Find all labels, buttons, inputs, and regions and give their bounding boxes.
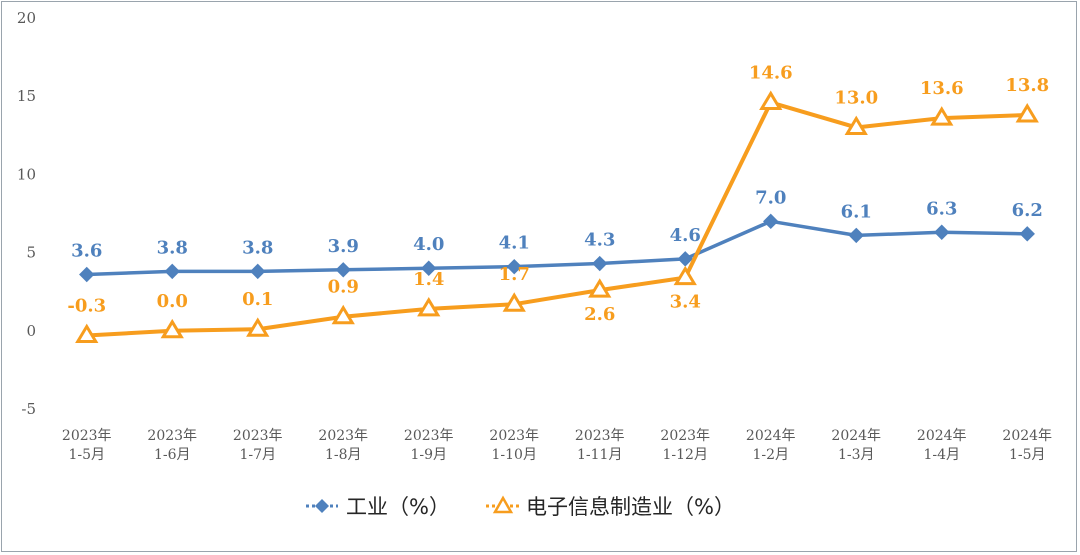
- series-2-point: [1015, 103, 1039, 123]
- series-2-point: [588, 278, 612, 298]
- legend-label: 工业（%）: [346, 495, 450, 519]
- series-1-data-label: 3.6: [71, 240, 102, 261]
- x-tick-label: 1-5月: [68, 447, 105, 463]
- series-1-point: [1019, 226, 1035, 242]
- series-1-data-label: 6.1: [841, 201, 872, 222]
- series-1-data-label: 3.9: [328, 236, 359, 257]
- series-2-data-label: 2.6: [584, 304, 615, 325]
- series-2-data-label: 0.9: [328, 277, 359, 298]
- series-1-data-label: 4.0: [413, 234, 444, 255]
- x-tick-label: 1-6月: [154, 447, 191, 463]
- series-2-data-label: 1.4: [413, 269, 444, 290]
- series-1-point: [164, 263, 180, 280]
- legend-label: 电子信息制造业（%）: [526, 495, 735, 519]
- data-labels: 3.6 3.8 3.8 3.9 4.0 4.1 4.3 4.6 7.0 6.1 6.3 6.2 -0.3…: [67, 62, 1049, 325]
- series-1-data-label: 4.3: [584, 230, 615, 251]
- x-tick-label: 1-8月: [325, 447, 362, 463]
- x-tick-label: 2023年: [575, 428, 625, 444]
- series-2-data-label: 3.4: [670, 292, 701, 313]
- series-2-point: [417, 296, 441, 317]
- y-tick-label: 0: [26, 322, 36, 340]
- x-tick-label: 1-5月: [1009, 447, 1046, 463]
- x-tick-label: 2023年: [147, 428, 197, 444]
- x-tick-label: 1-10月: [492, 447, 537, 463]
- series-1-data-label: 7.0: [755, 187, 786, 208]
- series-1-point: [506, 258, 522, 275]
- series-1-data-label: 6.3: [926, 198, 957, 219]
- legend-diamond-marker: [315, 499, 329, 513]
- x-tick-label: 1-2月: [752, 447, 789, 463]
- series-2-point: [75, 323, 99, 343]
- series-2-data-label: -0.3: [67, 295, 106, 316]
- series-2-data-label: 13.6: [920, 78, 964, 99]
- series-1-point: [848, 227, 864, 244]
- series-2-point: [246, 317, 270, 337]
- series-line-2: [86, 100, 1028, 338]
- series-line-1: [86, 219, 1028, 277]
- series-1-point: [592, 255, 608, 272]
- series-2-data-label: 0.1: [242, 289, 273, 310]
- x-tick-label: 1-3月: [838, 447, 875, 463]
- x-axis: 2023年 1-5月 2023年 1-6月 2023年 1-7月 2023年 1-8月 2023…: [62, 428, 1052, 463]
- x-tick-label: 2023年: [318, 428, 368, 444]
- x-tick-label: 1-7月: [239, 447, 276, 463]
- series-1-data-label: 4.1: [499, 233, 530, 254]
- series-1-point: [763, 213, 779, 230]
- series-1-data-label: 4.6: [670, 225, 701, 246]
- x-tick-label: 2023年: [660, 428, 710, 444]
- series-1-data-label: 6.2: [1012, 200, 1043, 221]
- legend-triangle-marker: [492, 495, 514, 514]
- series-1-point: [79, 266, 95, 283]
- series-1-data-label: 3.8: [157, 237, 188, 258]
- series-2-point: [930, 106, 954, 126]
- series-2-point: [759, 90, 783, 110]
- series-2-point: [160, 318, 184, 339]
- x-tick-label: 2023年: [489, 428, 539, 444]
- x-tick-label: 1-11月: [577, 447, 622, 463]
- legend: 工业（%） 电子信息制造业（%）: [306, 495, 735, 519]
- x-tick-label: 1-12月: [663, 447, 708, 463]
- series-2-data-label: 13.0: [834, 87, 878, 108]
- series-2-point: [673, 265, 697, 286]
- y-tick-label: 10: [17, 165, 36, 183]
- series-2-point: [502, 292, 526, 312]
- x-tick-label: 2024年: [831, 428, 881, 444]
- series-1-point: [250, 263, 266, 280]
- x-tick-label: 2024年: [746, 428, 796, 444]
- series-2-data-label: 0.0: [157, 291, 188, 312]
- x-tick-label: 2023年: [62, 428, 112, 444]
- x-tick-label: 2024年: [917, 428, 967, 444]
- series-1-data-label: 3.8: [242, 237, 273, 258]
- series-1-point: [421, 260, 437, 276]
- x-tick-label: 2024年: [1002, 428, 1052, 444]
- series-2-data-label: 1.7: [499, 264, 530, 285]
- series-layer: [75, 90, 1039, 343]
- y-tick-label: 20: [17, 9, 36, 27]
- series-2-data-label: 13.8: [1005, 75, 1049, 96]
- y-tick-label: -5: [21, 400, 36, 418]
- series-2-point: [844, 115, 868, 135]
- series-2-data-label: 14.6: [749, 62, 793, 83]
- x-tick-label: 1-4月: [923, 447, 960, 463]
- x-tick-label: 2023年: [404, 428, 454, 444]
- y-tick-label: 15: [17, 87, 36, 105]
- series-1-point: [934, 224, 950, 240]
- x-tick-label: 1-9月: [410, 447, 447, 463]
- series-2-point: [331, 304, 355, 325]
- x-tick-label: 2023年: [233, 428, 283, 444]
- y-axis: 20 15 10 5 0 -5: [17, 9, 36, 418]
- series-1-point: [335, 262, 351, 278]
- y-tick-label: 5: [26, 244, 36, 262]
